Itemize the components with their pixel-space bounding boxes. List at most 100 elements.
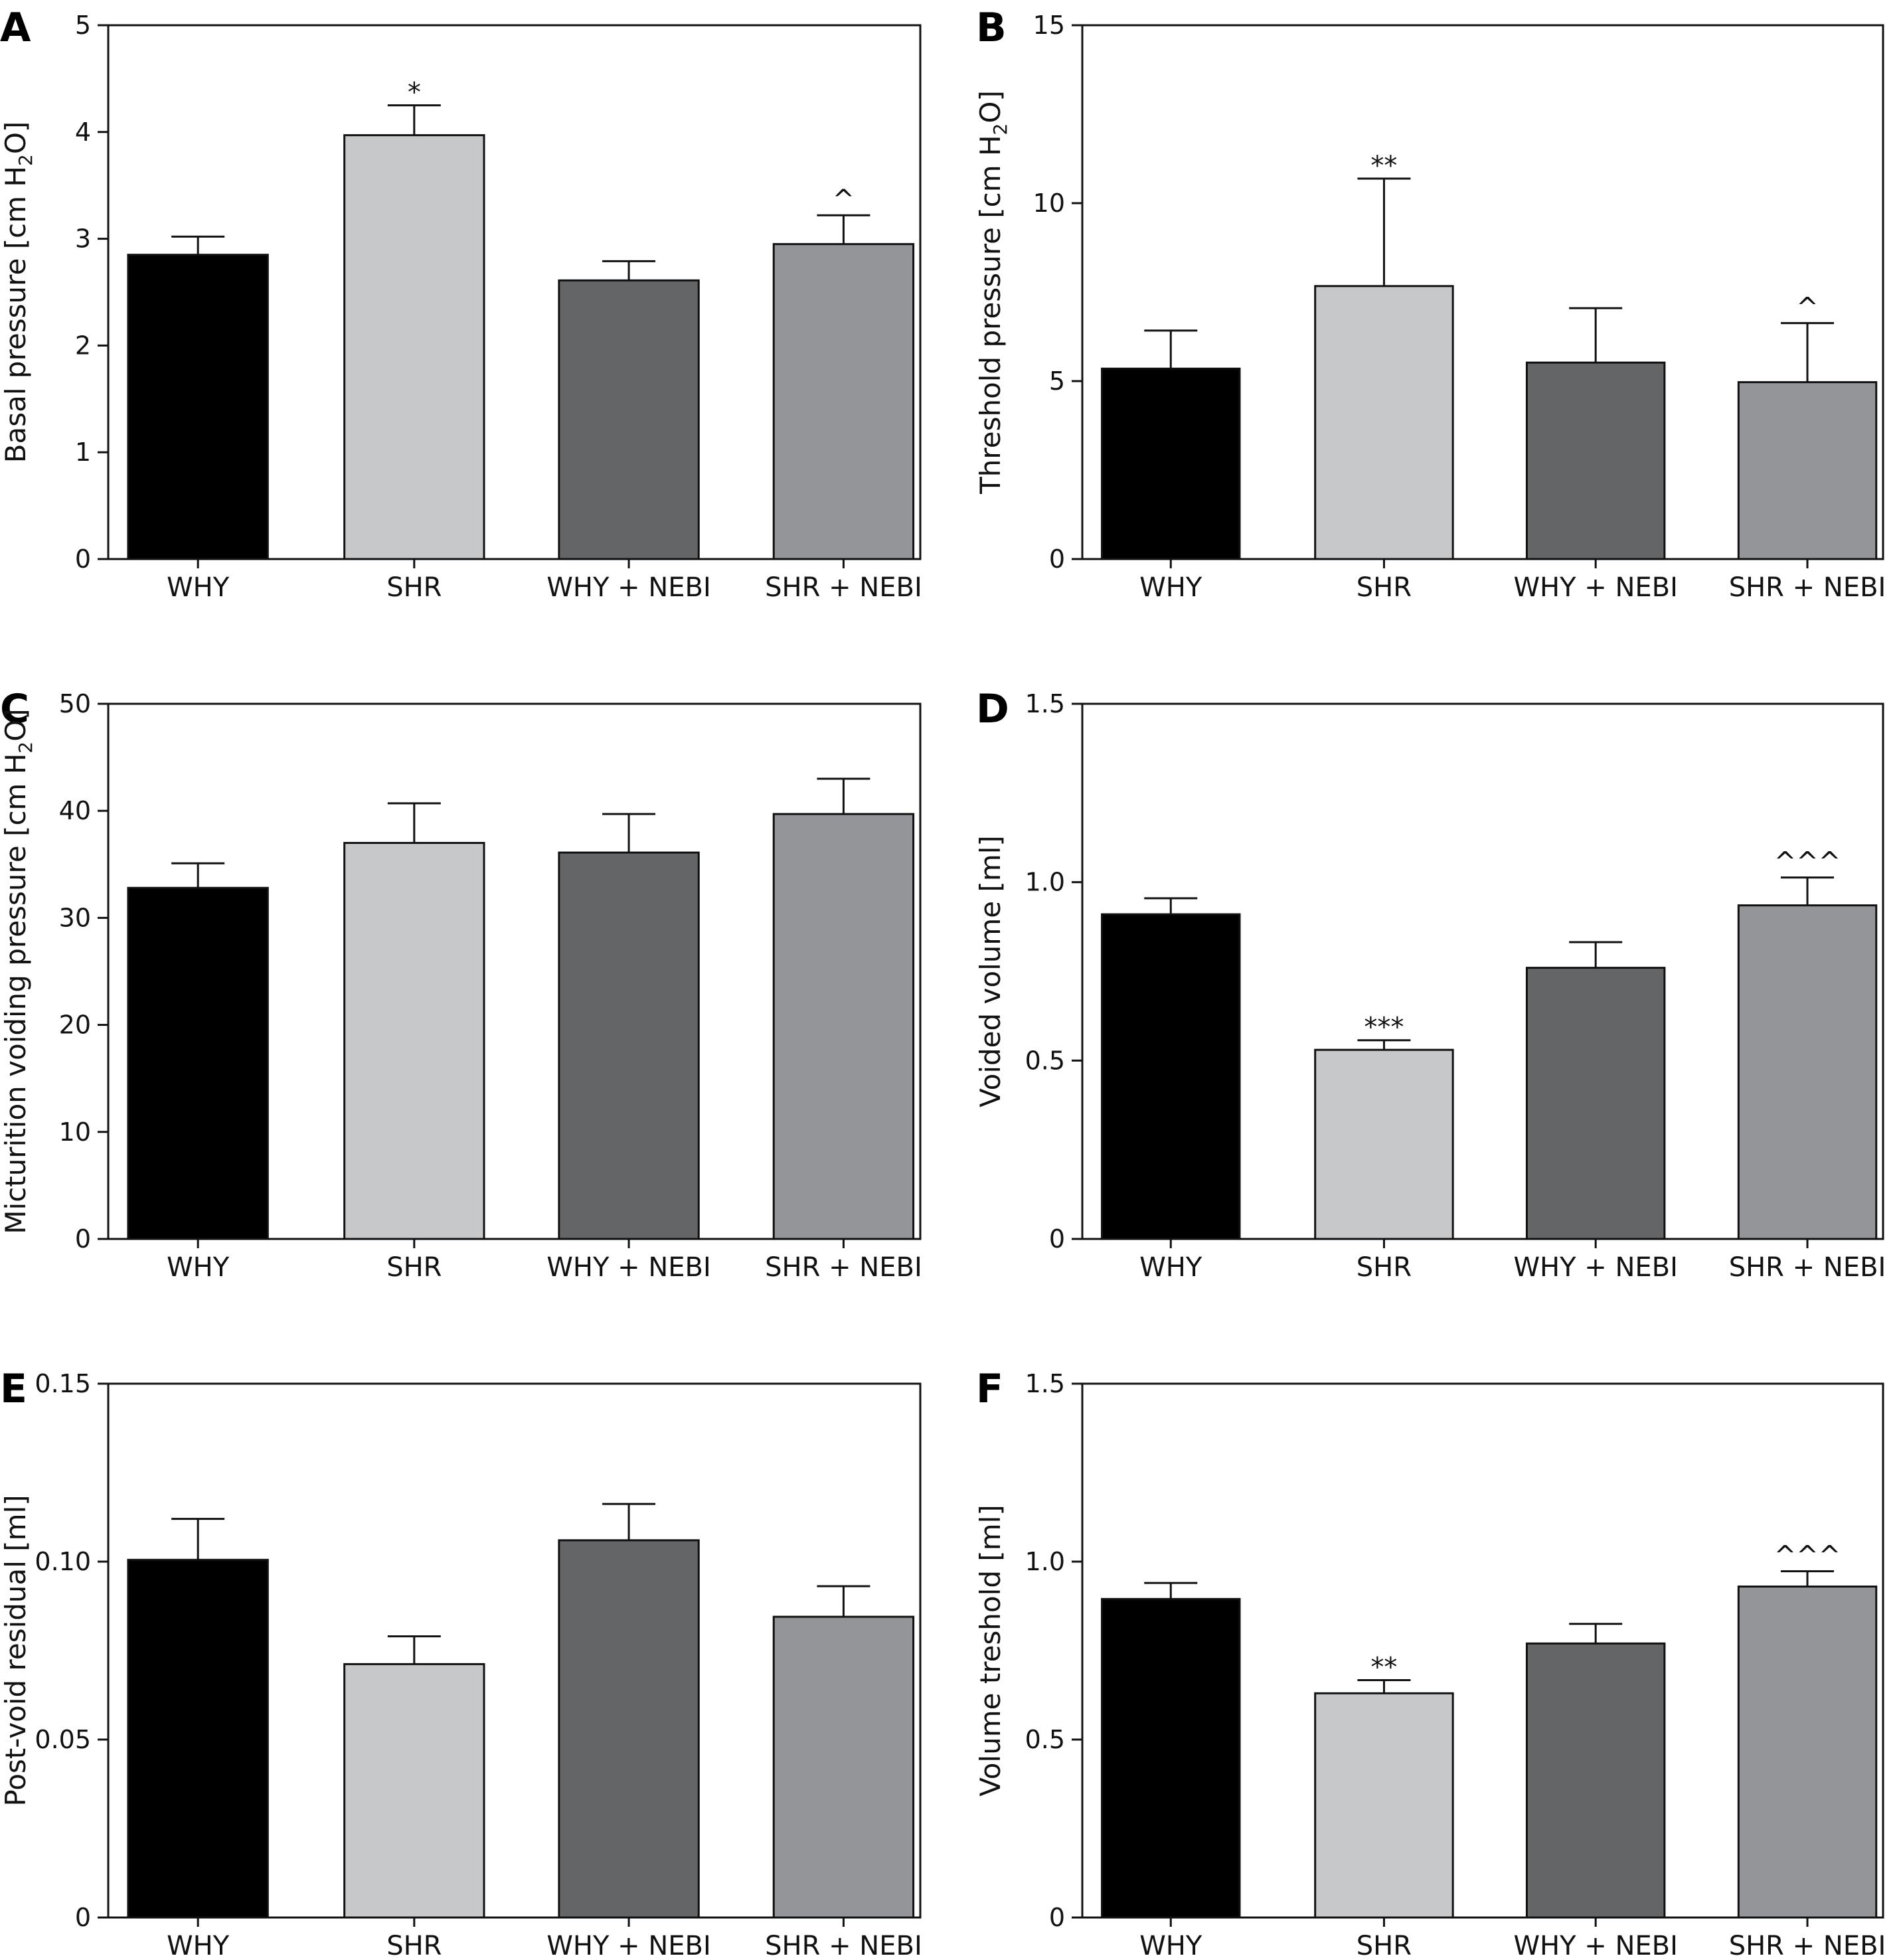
significance-label: ^^^	[1774, 1540, 1841, 1571]
category-label: WHY + NEBI	[1513, 1931, 1677, 1960]
bar-why-nebi	[558, 1539, 700, 1919]
y-tick-label: 0.10	[35, 1547, 91, 1576]
category-label: SHR + NEBI	[1729, 1252, 1886, 1283]
bar-shr-nebi	[772, 243, 915, 560]
y-tick-label: 0.5	[1025, 1046, 1065, 1075]
significance-label: ***	[1364, 1013, 1404, 1043]
category-label: SHR + NEBI	[1729, 1931, 1886, 1960]
y-tick-label: 0	[75, 544, 91, 574]
y-tick-label: 0	[75, 1903, 91, 1932]
significance-label: **	[1370, 151, 1397, 181]
category-label: SHR	[386, 1252, 442, 1283]
bar-shr	[343, 134, 485, 560]
significance-label: ^	[1796, 293, 1819, 323]
category-label: WHY + NEBI	[546, 1931, 710, 1960]
category-label: WHY	[1139, 1252, 1202, 1283]
y-tick-label: 2	[75, 331, 91, 360]
plot-frame	[1081, 24, 1884, 560]
bar-why	[127, 886, 269, 1240]
y-tick-label: 0.05	[35, 1725, 91, 1754]
plot-frame	[107, 1382, 922, 1919]
y-tick-label: 0	[1049, 1224, 1065, 1254]
category-label: WHY + NEBI	[1513, 1252, 1677, 1283]
y-tick-label: 1.0	[1025, 868, 1065, 897]
y-tick-label: 30	[59, 903, 91, 932]
y-tick-label: 10	[1033, 189, 1065, 218]
bar-why	[127, 1558, 269, 1919]
bar-shr-nebi	[1737, 381, 1878, 560]
bar-why	[1101, 1597, 1241, 1919]
plot-frame	[107, 24, 922, 560]
category-label: SHR	[1357, 1252, 1412, 1283]
y-tick-label: 40	[59, 796, 91, 825]
bar-why-nebi	[558, 851, 700, 1240]
bar-why-nebi	[1525, 967, 1666, 1240]
y-tick-label: 15	[1033, 11, 1065, 40]
significance-label: ^	[833, 185, 855, 215]
category-label: WHY	[167, 1252, 230, 1283]
bar-shr-nebi	[772, 813, 915, 1240]
plot-frame	[1081, 702, 1884, 1240]
category-label: SHR	[1357, 572, 1412, 603]
y-axis-title: Post-void residual [ml]	[0, 1495, 32, 1806]
category-label: SHR	[1357, 1931, 1412, 1960]
category-label: WHY	[1139, 1931, 1202, 1960]
significance-label: **	[1370, 1652, 1397, 1682]
category-label: SHR + NEBI	[765, 1252, 922, 1283]
category-label: SHR + NEBI	[1729, 572, 1886, 603]
panel-d: D 0 0.5 1.0 1.5 WHY *** SHR WHY + NEBI ^^^ SHR + N…	[974, 686, 1886, 1283]
bar-shr	[1314, 1692, 1454, 1919]
panel-e: E 0 0.05 0.10 0.15 WHY SHR WHY + NEBI SHR + NEBI…	[0, 1366, 922, 1960]
y-tick-label: 4	[75, 118, 91, 147]
y-axis-title: Threshold pressure [cm H2O]	[974, 90, 1011, 495]
bar-shr-nebi	[1737, 1586, 1878, 1919]
significance-label: *	[408, 78, 421, 108]
bar-shr	[343, 842, 485, 1240]
bar-shr	[1314, 285, 1454, 560]
bar-why-nebi	[1525, 1642, 1666, 1919]
y-tick-label: 0.15	[35, 1369, 91, 1398]
panel-letter: D	[976, 686, 1009, 732]
y-tick-label: 50	[59, 689, 91, 718]
category-label: WHY	[167, 1931, 230, 1960]
bar-why	[1101, 367, 1241, 560]
panel-c: C 0 10 20 30 40 50 WHY SHR WHY + NEBI SHR + NEBI Mi…	[0, 686, 922, 1283]
bar-why	[127, 254, 269, 560]
bar-why-nebi	[558, 279, 700, 560]
bar-shr-nebi	[772, 1615, 915, 1919]
category-label: WHY	[1139, 572, 1202, 603]
y-axis-title: Micturition voiding pressure [cm H2O]	[0, 708, 37, 1234]
category-label: SHR	[386, 1931, 442, 1960]
panel-b: B 0 5 10 15 WHY ** SHR WHY + NEBI ^ SHR + NEBI Thre…	[974, 5, 1886, 603]
category-label: WHY + NEBI	[546, 1252, 710, 1283]
bar-shr	[343, 1663, 485, 1919]
y-tick-label: 1.5	[1025, 689, 1065, 718]
y-tick-label: 1	[75, 438, 91, 467]
plot-frame	[1081, 1382, 1884, 1919]
category-label: SHR + NEBI	[765, 572, 922, 603]
panel-f: F 0 0.5 1.0 1.5 WHY ** SHR WHY + NEBI ^^^ SHR + NE…	[974, 1366, 1886, 1960]
category-label: WHY + NEBI	[1513, 572, 1677, 603]
y-axis-title: Basal pressure [cm H2O]	[0, 122, 37, 463]
panel-a: A 0 1 2 3 4 5 WHY * SHR WHY + NEBI ^ SHR + NEBI Basal…	[0, 5, 922, 603]
y-tick-label: 5	[1049, 367, 1065, 396]
category-label: WHY + NEBI	[546, 572, 710, 603]
panel-letter: A	[0, 5, 31, 51]
y-tick-label: 20	[59, 1011, 91, 1040]
y-tick-label: 1.5	[1025, 1369, 1065, 1398]
category-label: SHR	[386, 572, 442, 603]
bar-why	[1101, 913, 1241, 1240]
panel-letter: F	[976, 1366, 1003, 1412]
category-label: SHR + NEBI	[765, 1931, 922, 1960]
y-tick-label: 0	[75, 1224, 91, 1254]
y-tick-label: 3	[75, 224, 91, 254]
y-tick-label: 0	[1049, 544, 1065, 574]
y-tick-label: 1.0	[1025, 1547, 1065, 1576]
y-tick-label: 10	[59, 1117, 91, 1147]
panel-letter: E	[0, 1366, 27, 1412]
panel-letter: B	[976, 5, 1007, 51]
significance-label: ^^^	[1774, 847, 1841, 878]
y-axis-title: Volume treshold [ml]	[974, 1505, 1007, 1796]
bar-why-nebi	[1525, 361, 1666, 560]
